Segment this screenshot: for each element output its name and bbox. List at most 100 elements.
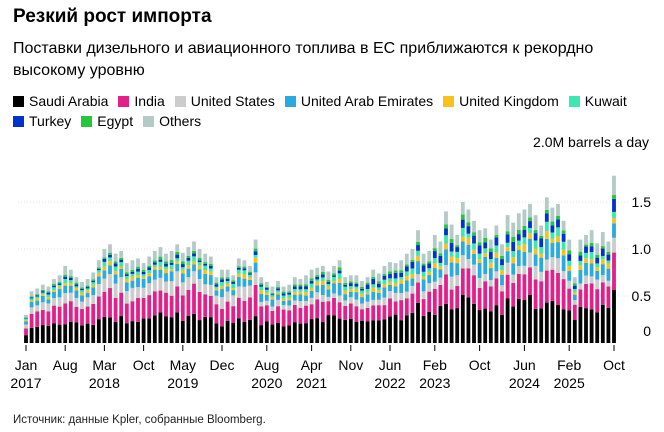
bar-segment-kuwait (343, 286, 348, 291)
bar-segment-united-states (164, 281, 168, 293)
bar-segment-united-arab-emirates (124, 282, 129, 292)
bar-segment-united-states (416, 274, 420, 283)
bar-segment-saudi-arabia (533, 308, 538, 343)
bar-segment-united-arab-emirates (393, 286, 398, 293)
bar-segment-others (225, 269, 230, 278)
bar-segment-united-states (85, 297, 90, 307)
bar-segment-india (96, 296, 101, 320)
bar-segment-united-kingdom (309, 287, 314, 291)
bar-segment-kuwait (136, 271, 140, 276)
bar-segment-united-arab-emirates (298, 294, 303, 302)
bar-segment-united-arab-emirates (96, 276, 101, 284)
bar-month-72 (427, 250, 432, 343)
bar-segment-turkey (253, 251, 258, 255)
bar-segment-united-arab-emirates (24, 321, 28, 325)
bar-segment-india (220, 309, 224, 327)
bar-segment-others (175, 244, 180, 252)
bar-segment-turkey (376, 283, 381, 288)
bar-segment-saudi-arabia (292, 322, 297, 343)
bar-segment-saudi-arabia (29, 327, 34, 343)
bar-segment-egypt (276, 286, 280, 289)
bar-segment-others (388, 262, 392, 272)
bar-segment-kuwait (410, 268, 415, 275)
bar-segment-kuwait (175, 258, 180, 262)
bar-month-7 (63, 265, 68, 343)
bar-segment-saudi-arabia (343, 319, 348, 343)
bar-segment-kuwait (444, 235, 448, 244)
bar-segment-turkey (393, 272, 398, 279)
bar-segment-united-states (192, 271, 196, 284)
bar-segment-turkey (578, 255, 583, 261)
bar-segment-others (337, 260, 342, 268)
bar-segment-kuwait (309, 283, 314, 288)
bar-segment-saudi-arabia (516, 298, 521, 343)
bar-segment-united-kingdom (332, 280, 336, 284)
bar-segment-turkey (29, 297, 34, 299)
bar-segment-united-kingdom (96, 272, 101, 277)
bars (24, 175, 616, 343)
bar-segment-saudi-arabia (488, 311, 493, 343)
bar-segment-united-states (225, 291, 230, 302)
bar-segment-others (410, 249, 415, 260)
bar-segment-india (119, 292, 124, 317)
bar-segment-united-kingdom (472, 249, 476, 254)
bar-segment-turkey (192, 253, 196, 257)
bar-segment-turkey (606, 254, 611, 261)
bar-segment-united-kingdom (108, 261, 112, 266)
bar-segment-egypt (270, 293, 275, 295)
bar-segment-egypt (29, 296, 34, 298)
bar-segment-india (164, 292, 168, 317)
bar-month-21 (141, 263, 146, 343)
bar-segment-kuwait (348, 286, 353, 290)
bar-segment-united-kingdom (556, 236, 560, 243)
bar-month-15 (108, 244, 112, 343)
bar-segment-kuwait (522, 237, 527, 245)
legend-label: Egypt (97, 113, 134, 129)
bar-segment-united-kingdom (399, 279, 404, 284)
bar-segment-turkey (511, 241, 516, 252)
bar-month-85 (500, 244, 504, 343)
bar-segment-turkey (533, 233, 538, 241)
bar-segment-others (371, 269, 376, 278)
bar-segment-turkey (292, 286, 297, 290)
bar-segment-united-kingdom (91, 284, 96, 288)
bar-segment-egypt (337, 267, 342, 271)
bar-segment-united-states (595, 279, 600, 290)
bar-segment-kuwait (220, 282, 224, 287)
bar-segment-saudi-arabia (388, 316, 392, 343)
bar-month-52 (315, 267, 320, 343)
bar-segment-united-kingdom (427, 271, 432, 276)
bar-segment-egypt (192, 250, 196, 254)
bar-segment-united-kingdom (421, 276, 426, 280)
bar-segment-united-kingdom (584, 258, 588, 263)
bar-segment-united-arab-emirates (544, 238, 549, 260)
legend-swatch (13, 116, 24, 127)
bar-month-90 (528, 203, 532, 343)
bar-segment-others (141, 263, 146, 270)
bar-segment-united-states (214, 295, 219, 305)
bar-segment-india (214, 304, 219, 324)
bar-segment-united-kingdom (57, 286, 62, 290)
bar-segment-egypt (505, 231, 510, 235)
bar-segment-india (57, 306, 62, 325)
bar-segment-kuwait (80, 290, 84, 293)
bar-segment-turkey (63, 276, 68, 280)
bar-segment-egypt (343, 282, 348, 285)
legend-label: United States (190, 93, 275, 109)
bar-segment-turkey (208, 265, 213, 269)
bar-segment-united-kingdom (326, 286, 331, 290)
bar-segment-turkey (169, 262, 174, 265)
bar-segment-united-kingdom (276, 292, 280, 295)
bar-segment-turkey (348, 283, 353, 287)
bar-segment-kuwait (516, 240, 521, 246)
bar-segment-kuwait (46, 294, 51, 298)
bar-segment-others (600, 232, 605, 247)
bar-segment-others (80, 281, 84, 288)
bar-month-71 (421, 253, 426, 343)
bar-segment-others (57, 275, 62, 283)
bar-segment-others (365, 277, 370, 283)
bar-segment-others (292, 277, 297, 285)
bar-segment-united-arab-emirates (40, 295, 45, 303)
bar-month-97 (567, 239, 572, 343)
bar-segment-others (63, 265, 68, 275)
